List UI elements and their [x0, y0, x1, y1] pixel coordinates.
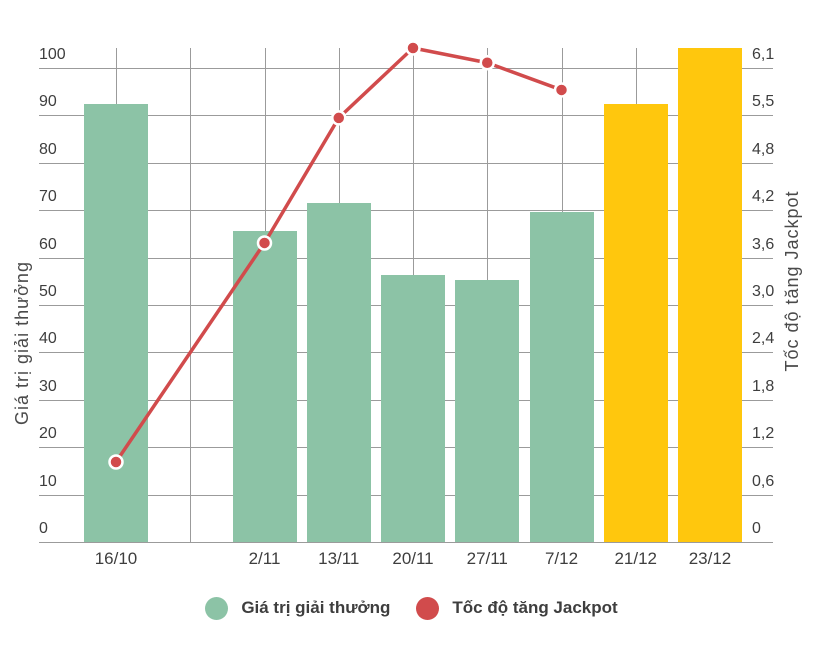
x-axis-label: 16/10 [94, 549, 138, 568]
y-axis-tick-right: 1,2 [752, 425, 775, 443]
bar-23-12[interactable] [678, 48, 742, 542]
gridline-horizontal [39, 67, 773, 69]
bar-7-12[interactable] [529, 211, 594, 542]
x-axis-label: 2/11 [248, 549, 281, 568]
gridline-horizontal [39, 542, 773, 543]
bar-2-11[interactable] [232, 231, 297, 542]
y-axis-tick-right: 6,1 [752, 45, 775, 63]
x-axis-label: 21/12 [614, 549, 658, 568]
x-axis-label: 27/11 [466, 549, 508, 568]
x-axis-label: 7/12 [544, 549, 579, 568]
legend-label-jackpot-rate: Tốc độ tăng Jackpot [452, 598, 618, 617]
bar-20-11[interactable] [381, 275, 445, 542]
y-axis-tick-left: 10 [39, 472, 57, 490]
legend-item-prize-value[interactable]: Giá trị giải thưởng [205, 596, 391, 620]
right-axis-title: Tốc độ tăng Jackpot [782, 190, 802, 372]
bar-27-11[interactable] [455, 280, 520, 542]
x-axis-label: 13/11 [318, 549, 360, 568]
y-axis-tick-left: 20 [39, 425, 57, 443]
bar-16-10[interactable] [84, 103, 148, 542]
y-axis-tick-left: 70 [39, 188, 57, 206]
y-axis-tick-left: 0 [39, 520, 48, 537]
legend-swatch-prize-value-icon [205, 596, 229, 620]
y-axis-tick-left: 90 [39, 93, 57, 111]
y-axis-tick-right: 1,8 [752, 377, 775, 395]
y-axis-tick-right: 0 [752, 520, 761, 537]
y-axis-tick-left: 60 [39, 235, 57, 253]
x-axis-label: 20/11 [392, 549, 434, 568]
y-axis-tick-right: 5,5 [752, 93, 775, 111]
y-axis-tick-right: 3,0 [752, 282, 775, 300]
y-axis-tick-left: 30 [39, 377, 57, 395]
left-axis-title: Giá trị giải thưởng [12, 261, 32, 425]
legend-swatch-jackpot-rate-icon [416, 596, 440, 620]
bar-21-12[interactable] [603, 104, 668, 542]
y-axis-tick-right: 4,2 [752, 188, 775, 206]
y-axis-tick-right: 0,6 [752, 472, 775, 490]
y-axis-tick-left: 80 [39, 140, 57, 158]
y-axis-tick-left: 40 [39, 330, 57, 348]
legend: Giá trị giải thưởng Tốc độ tăng Jackpot [0, 593, 823, 623]
gridline-vertical [190, 48, 192, 542]
x-axis-label: 23/12 [688, 549, 732, 568]
y-axis-tick-right: 2,4 [752, 330, 775, 348]
bar-13-11[interactable] [306, 203, 371, 542]
y-axis-tick-left: 50 [39, 282, 57, 300]
y-axis-tick-left: 100 [39, 45, 66, 63]
y-axis-tick-right: 3,6 [752, 235, 775, 253]
legend-label-prize-value: Giá trị giải thưởng [241, 598, 391, 617]
y-axis-tick-right: 4,8 [752, 140, 775, 158]
legend-item-jackpot-rate[interactable]: Tốc độ tăng Jackpot [416, 596, 618, 620]
